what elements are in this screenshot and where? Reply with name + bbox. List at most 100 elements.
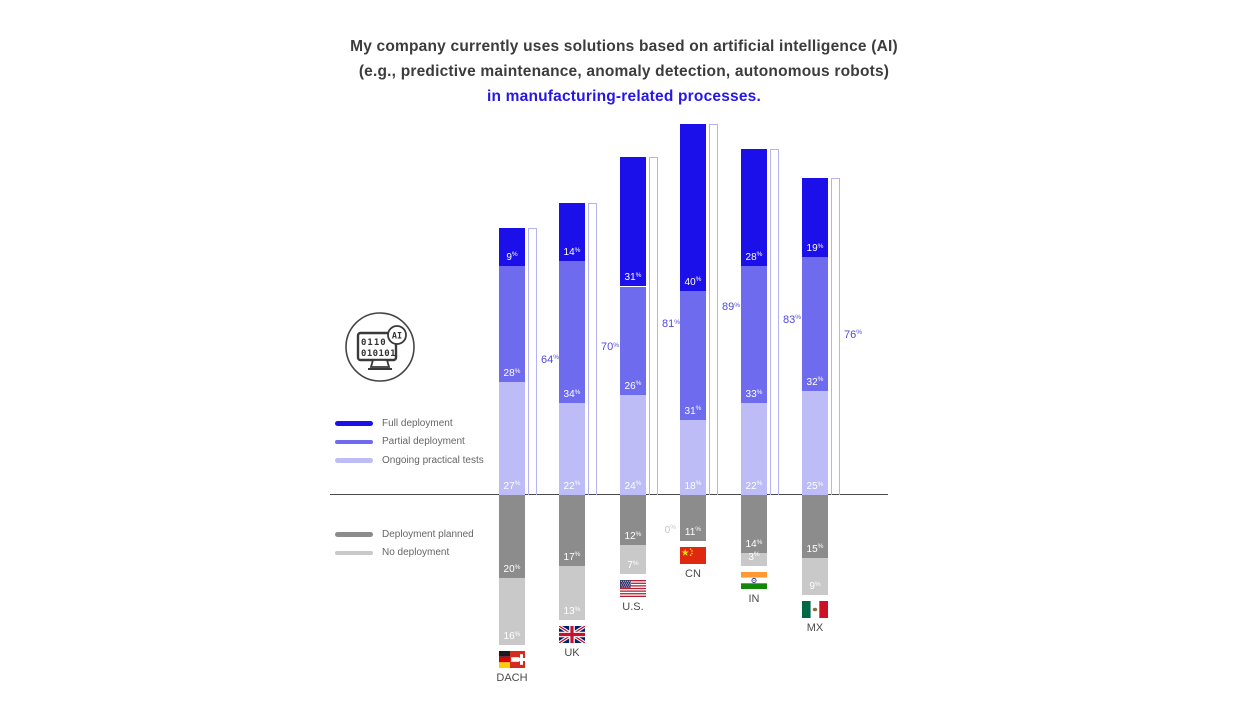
segment-label: 31% [624,271,642,284]
segment-label: 11% [684,526,702,538]
segment-label: 22% [563,480,581,492]
segment-ongoing-practical-tests-dach: 27% [499,382,525,495]
legend-label: Deployment planned [382,528,474,540]
legend-item-full-deployment: Full deployment [335,414,484,433]
segment-label: 34% [563,388,581,401]
segment-deployment-planned-dach: 20% [499,495,525,579]
segment-label: 28% [503,367,521,380]
ai-badge-circle [387,325,407,345]
segment-deployment-planned-in: 14% [741,495,767,554]
segment-deployment-planned-cn: 11% [680,495,706,541]
segment-partial-deployment-dach: 28% [499,265,525,383]
legend-label: Ongoing practical tests [382,454,484,466]
category-label-mx: MX [806,622,824,635]
segment-label: 18% [684,480,702,492]
legend-item-ongoing-practical-tests: Ongoing practical tests [335,451,484,470]
segment-partial-deployment-u-s: 26% [620,286,646,395]
legend-swatch-deployment-planned-icon [335,532,373,537]
segment-label: 13% [563,605,581,618]
chart-title-line1: My company currently uses solutions base… [350,38,898,55]
category-label-uk: UK [564,647,580,660]
segment-label: 9% [506,251,518,263]
uk-flag-icon [558,624,586,645]
monitor-stand-icon [369,359,391,368]
legend-swatch-full-deployment-icon [335,421,373,426]
segment-deployment-planned-mx: 15% [802,495,828,558]
legend-swatch-ongoing-practical-tests-icon [335,458,373,463]
zero-label-cn: 0% [664,524,676,536]
segment-no-deployment-u-s: 7% [620,545,646,575]
segment-ongoing-practical-tests-mx: 25% [802,390,828,495]
legend-no-deployment-types: Deployment planned No deployment [335,525,474,562]
in-flag-icon [741,571,767,589]
segment-label: 17% [563,551,581,563]
segment-full-deployment-u-s: 31% [620,157,646,287]
segment-label: 20% [503,563,521,576]
dach-flag-icon [499,651,526,669]
chart-title-line3: in manufacturing-related processes. [486,88,762,105]
segment-label: 12% [624,530,642,543]
segment-label: 7% [627,559,639,572]
segment-label: 22% [745,480,763,492]
segment-deployment-planned-u-s: 12% [620,495,646,546]
segment-label: 28% [745,251,763,263]
baseline [330,494,888,495]
us-flag-icon [620,580,646,598]
chart-title: My company currently uses solutions base… [0,34,1248,109]
segment-label: 14% [745,538,763,551]
chart-title-line2: (e.g., predictive maintenance, anomaly d… [358,63,890,80]
total-bracket-uk [588,203,597,495]
total-bracket-in [770,148,779,495]
segment-ongoing-practical-tests-in: 22% [741,403,767,495]
segment-ongoing-practical-tests-uk: 22% [559,403,585,495]
segment-full-deployment-mx: 19% [802,178,828,258]
category-label-dach: DACH [496,672,528,685]
ai-badge-text: AI [392,332,402,342]
segment-full-deployment-dach: 9% [499,228,525,266]
segment-label: 24% [624,480,642,492]
category-label-in: IN [748,592,760,605]
total-label-uk: 70% [601,341,620,354]
total-label-cn: 89% [722,301,741,314]
segment-no-deployment-uk: 13% [559,565,585,621]
segment-partial-deployment-cn: 31% [680,290,706,420]
legend-swatch-partial-deployment-icon [335,439,373,444]
segment-full-deployment-cn: 40% [680,123,706,291]
segment-full-deployment-in: 28% [741,148,767,266]
segment-label: 16% [503,630,521,643]
total-label-mx: 76% [844,328,863,341]
ai-monitor-icon: 0110 010101 AI [345,312,415,382]
legend-item-deployment-planned: Deployment planned [335,525,474,544]
segment-label: 15% [806,543,824,555]
segment-ongoing-practical-tests-cn: 18% [680,419,706,495]
mx-flag-icon [802,601,828,619]
segment-label: 25% [806,480,824,492]
segment-label: 26% [624,380,642,392]
segment-full-deployment-uk: 14% [559,203,585,262]
legend-label: No deployment [382,547,450,559]
cn-flag-icon [680,546,706,564]
total-bracket-dach [528,228,537,495]
category-label-u-s: U.S. [622,601,644,614]
category-label-cn: CN [685,567,701,580]
total-label-in: 83% [783,313,802,326]
segment-label: 40% [684,276,702,288]
binary-text-2: 010101 [361,349,396,359]
legend-deployment-types: Full deployment Partial deployment Ongoing… [335,414,484,470]
segment-partial-deployment-mx: 32% [802,257,828,391]
legend-label: Full deployment [382,417,453,429]
segment-label: 14% [563,246,581,259]
legend-label: Partial deployment [382,436,465,448]
segment-label: 3% [748,551,760,563]
segment-label: 32% [806,376,824,388]
segment-no-deployment-mx: 9% [802,557,828,596]
binary-text-1: 0110 [361,338,387,348]
legend-item-partial-deployment: Partial deployment [335,433,484,452]
segment-no-deployment-in: 3% [741,551,767,566]
legend-item-no-deployment: No deployment [335,544,474,563]
segment-label: 31% [684,405,702,417]
segment-label: 9% [809,580,821,593]
total-bracket-mx [831,178,840,495]
legend-swatch-no-deployment-icon [335,550,373,555]
